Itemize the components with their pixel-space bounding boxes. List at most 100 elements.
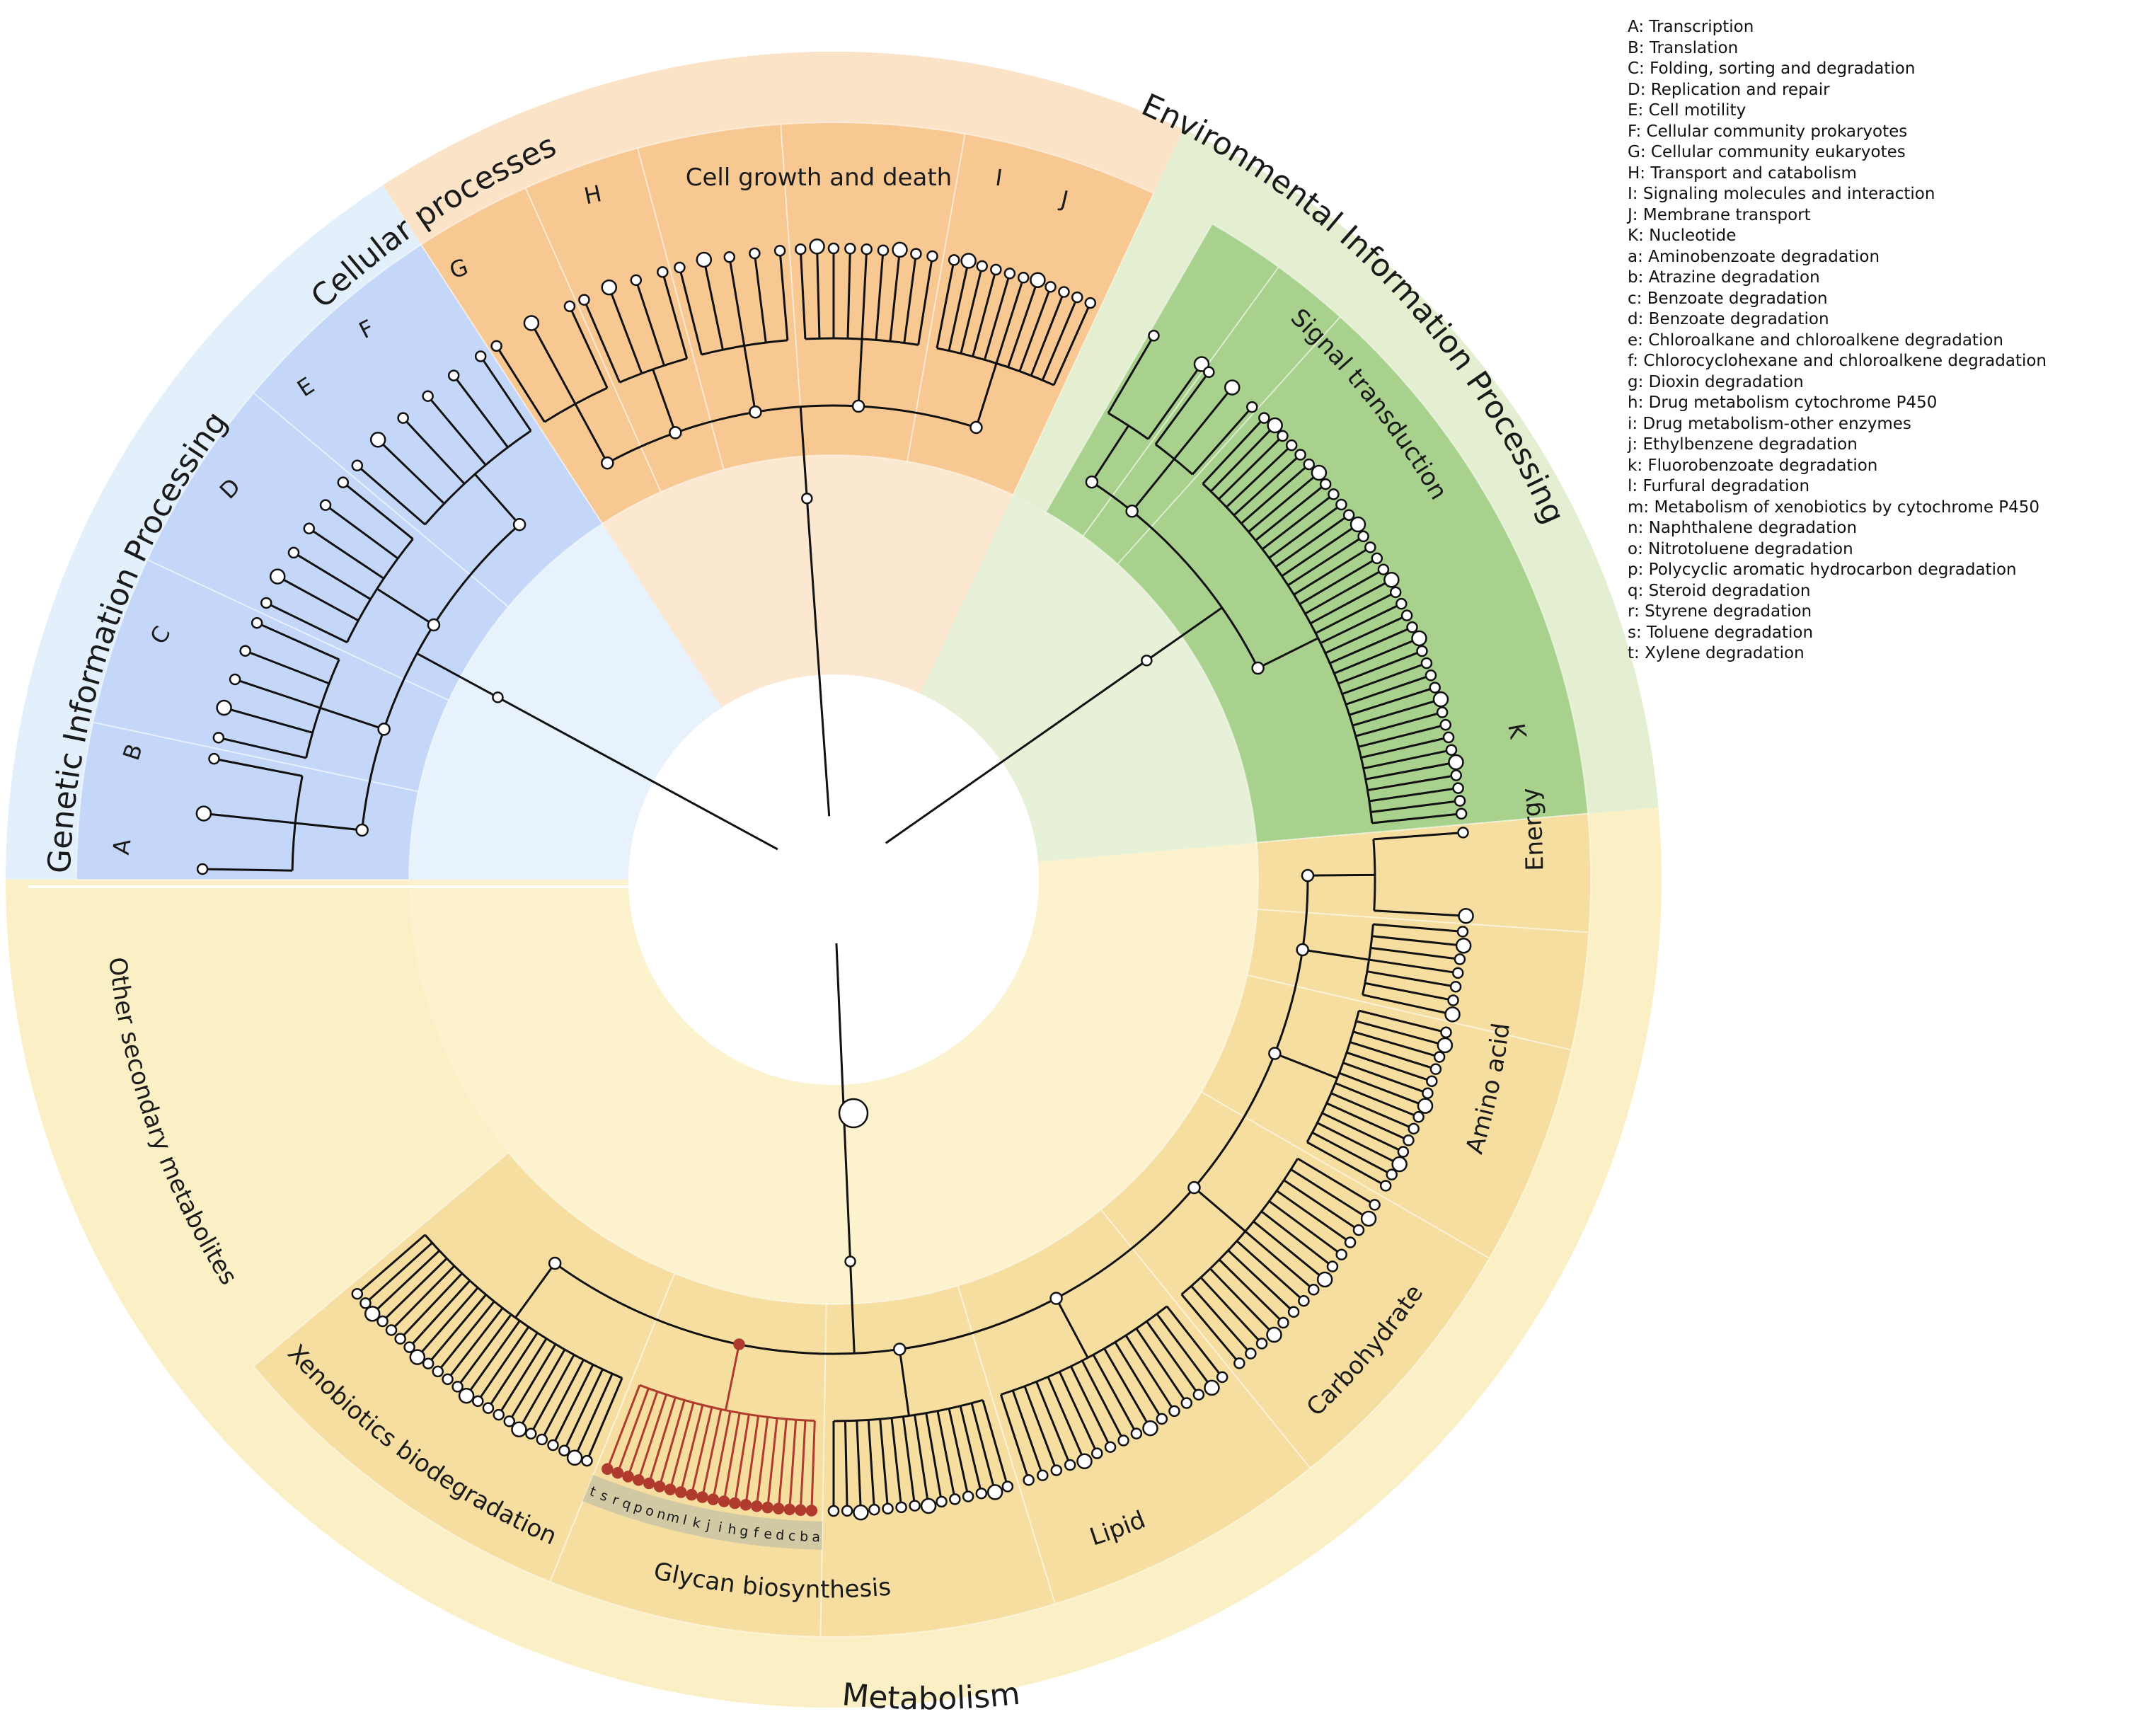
leaf-node xyxy=(1204,1379,1220,1396)
leaf-node xyxy=(1454,795,1466,807)
subcategory-node xyxy=(548,1256,562,1270)
xeno-leaf-node xyxy=(761,1501,774,1514)
leaf-node xyxy=(1371,552,1383,565)
branch-radial xyxy=(1131,458,1175,512)
branch-radial xyxy=(376,587,435,626)
leaf-node xyxy=(936,1495,948,1508)
branch-radial xyxy=(532,1354,575,1430)
branch-radial xyxy=(320,706,385,730)
branch-radial xyxy=(430,399,487,466)
branch-radial xyxy=(576,1373,614,1452)
category-label-metabolism: Metabolism xyxy=(841,1676,1022,1718)
leaf-node xyxy=(523,315,540,331)
subcategory-sector xyxy=(819,1284,1057,1638)
leaf-node xyxy=(696,251,713,268)
subcategory-sector xyxy=(957,1208,1311,1605)
branch-radial xyxy=(543,1359,585,1436)
branch-radial xyxy=(1290,1168,1364,1216)
leaf-node xyxy=(882,1502,894,1514)
leaf-node xyxy=(1360,1210,1377,1227)
branch-radial xyxy=(889,256,900,342)
subcategory-sector xyxy=(780,122,966,463)
branch-radial xyxy=(745,1415,760,1500)
branch-radial xyxy=(1218,438,1280,500)
leaf-node xyxy=(1369,1199,1381,1211)
branch-radial xyxy=(1052,306,1090,386)
leaf-node xyxy=(962,1490,974,1502)
branch-radial xyxy=(867,1420,875,1505)
legend-item: I: Signaling molecules and interaction xyxy=(1628,185,1935,203)
branch-radial xyxy=(456,379,509,448)
branch-radial xyxy=(995,282,1023,364)
category-node xyxy=(492,691,504,703)
leaf-node xyxy=(196,863,209,875)
leaf-node xyxy=(482,1402,495,1414)
leaf-node xyxy=(1389,586,1402,599)
xeno-leaf-node xyxy=(740,1499,752,1511)
leaf-node xyxy=(451,1381,464,1393)
branch-radial xyxy=(498,349,546,423)
branch-radial xyxy=(875,255,884,340)
branch-radial xyxy=(649,1397,677,1479)
branch-radial xyxy=(1369,958,1454,974)
branch-radial xyxy=(1299,560,1374,605)
branch-radial xyxy=(1035,1381,1069,1461)
legend-item: K: Nucleotide xyxy=(1628,226,1737,245)
subcategory-node xyxy=(1049,1292,1063,1305)
leaf-node xyxy=(1335,1248,1347,1260)
branch-radial xyxy=(1090,425,1129,483)
branch-radial xyxy=(514,1263,556,1318)
branch-radial xyxy=(393,1265,456,1328)
legend-item: j: Ethylbenzene degradation xyxy=(1628,435,1858,454)
xeno-leaf-node xyxy=(718,1495,730,1507)
xeno-letter: m xyxy=(665,1508,681,1527)
leaf-node xyxy=(1277,430,1289,442)
xeno-leaf-node xyxy=(773,1502,785,1514)
branch-radial xyxy=(469,1320,521,1391)
leaf-node xyxy=(216,699,232,716)
branch-radial xyxy=(449,1307,504,1376)
branch-radial xyxy=(1180,1294,1238,1360)
branch-radial xyxy=(767,1418,778,1503)
branch-radial xyxy=(1274,517,1346,568)
leaf-node xyxy=(1397,1146,1410,1158)
leaf-node xyxy=(657,266,669,278)
branch-radial xyxy=(810,1420,816,1506)
leaf-node xyxy=(841,1505,853,1517)
leaf-node xyxy=(1084,297,1097,309)
branch-radial xyxy=(1358,1009,1442,1033)
root-node xyxy=(838,1098,869,1129)
leaf-node xyxy=(827,242,840,255)
branch-radial xyxy=(1081,1360,1122,1437)
xeno-leaf-node xyxy=(696,1491,708,1503)
leaf-node xyxy=(976,260,988,272)
leaf-node xyxy=(1246,401,1258,413)
branch-radial xyxy=(1173,392,1229,460)
branch-radial xyxy=(1166,1305,1221,1374)
xeno-letter: a xyxy=(812,1529,820,1545)
leaf-node xyxy=(351,1287,364,1300)
subcategory-sector xyxy=(420,187,662,525)
subcategory-sector xyxy=(75,721,420,880)
branch-radial xyxy=(1135,1328,1185,1400)
legend-item: J: Membrane transport xyxy=(1628,205,1811,224)
leaf-node xyxy=(369,432,386,448)
branch-radial xyxy=(1260,1210,1330,1265)
leaf-node xyxy=(1425,669,1437,682)
branch-radial xyxy=(219,759,303,777)
leaf-node xyxy=(1454,953,1466,965)
branch-radial xyxy=(500,1338,548,1411)
xeno-leaf-node xyxy=(805,1505,818,1517)
leaf-node xyxy=(948,254,960,266)
branch-radial xyxy=(608,1384,641,1465)
branch-radial xyxy=(778,1418,788,1504)
leaf-node xyxy=(1017,272,1030,284)
branch-radial xyxy=(972,274,996,357)
branch-radial xyxy=(210,813,296,824)
branch-radial xyxy=(430,1294,487,1361)
xeno-leaf-node xyxy=(633,1474,645,1486)
branch-radial xyxy=(788,1420,798,1505)
subcategory-node xyxy=(733,1338,745,1350)
branch-radial xyxy=(999,1394,1028,1476)
